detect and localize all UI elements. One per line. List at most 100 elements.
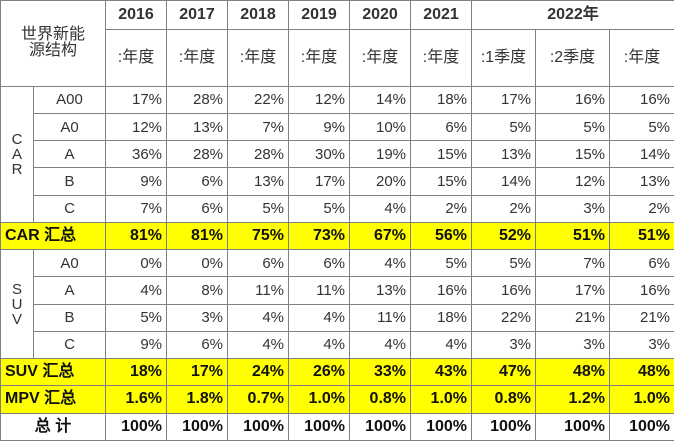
value-cell: 5% xyxy=(410,249,473,278)
value-cell: 17% xyxy=(288,167,351,196)
value-cell: 13% xyxy=(227,167,290,196)
value-cell: 6% xyxy=(288,249,351,278)
value-cell: 21% xyxy=(609,303,674,332)
value-cell: 18% xyxy=(410,85,473,115)
summary-value-cell: 81% xyxy=(105,221,168,251)
value-cell: 6% xyxy=(410,112,473,142)
year-header: 2019 xyxy=(288,0,351,31)
car-segment-row: C 7% 6% 5% 5% 4% 2% 2% 3% 2% xyxy=(1,194,674,223)
row-label: A0 xyxy=(32,249,107,278)
summary-value-cell: 81% xyxy=(166,221,229,251)
summary-value-cell: 73% xyxy=(288,221,351,251)
corner-label-line-1: 世界新能 xyxy=(21,26,86,44)
summary-value-cell: 100% xyxy=(227,412,290,441)
value-cell: 13% xyxy=(609,167,674,196)
value-cell: 3% xyxy=(471,330,537,360)
value-cell: 20% xyxy=(349,167,412,196)
value-cell: 6% xyxy=(166,167,229,196)
value-cell: 4% xyxy=(349,249,412,278)
row-label: C xyxy=(32,194,107,223)
suv-total-row: SUV 汇总 18% 17% 24% 26% 33% 43% 47% 48% 48% xyxy=(0,358,674,387)
value-cell: 9% xyxy=(105,167,168,196)
row-label: A0 xyxy=(32,112,107,142)
group-letter: C xyxy=(11,130,23,148)
summary-value-cell: 51% xyxy=(609,221,674,251)
value-cell: 11% xyxy=(288,276,351,305)
value-cell: 4% xyxy=(227,330,290,360)
value-cell: 4% xyxy=(227,303,290,332)
period-header: :年度 xyxy=(105,29,168,87)
value-cell: 5% xyxy=(471,112,537,142)
summary-value-cell: 0.7% xyxy=(227,385,290,414)
summary-value-cell: 1.0% xyxy=(410,385,473,414)
year-header: 2017 xyxy=(166,0,229,31)
suv-segment-row: C 9% 6% 4% 4% 4% 4% 3% 3% 3% xyxy=(1,330,674,360)
value-cell: 11% xyxy=(349,303,412,332)
grand-total-row: 总 计 100% 100% 100% 100% 100% 100% 100% 100% 100% xyxy=(0,412,674,441)
value-cell: 3% xyxy=(535,330,611,360)
suv-segment-row: A 4% 8% 11% 11% 13% 16% 16% 17% 16% xyxy=(1,276,674,305)
summary-value-cell: 100% xyxy=(166,412,229,441)
summary-value-cell: 47% xyxy=(471,358,537,387)
header-row-periods: :年度 :年度 :年度 :年度 :年度 :年度 :1季度 :2季度 :年度 xyxy=(1,29,674,87)
value-cell: 12% xyxy=(535,167,611,196)
year-header: 2016 xyxy=(105,0,168,31)
value-cell: 15% xyxy=(410,167,473,196)
corner-label-cell: 世界新能 源结构 xyxy=(0,0,107,87)
value-cell: 6% xyxy=(166,330,229,360)
suv-segment-row: B 5% 3% 4% 4% 11% 18% 22% 21% 21% xyxy=(1,303,674,332)
summary-value-cell: 51% xyxy=(535,221,611,251)
summary-value-cell: 43% xyxy=(410,358,473,387)
period-header: :年度 xyxy=(410,29,473,87)
value-cell: 14% xyxy=(609,140,674,169)
group-letter: S xyxy=(11,280,22,298)
value-cell: 3% xyxy=(535,194,611,223)
car-segment-row: A0 12% 13% 7% 9% 10% 6% 5% 5% 5% xyxy=(1,112,674,142)
summary-value-cell: 0.8% xyxy=(349,385,412,414)
summary-value-cell: 100% xyxy=(105,412,168,441)
header-row-years: 世界新能 源结构 2016 2017 2018 2019 2020 2021 2… xyxy=(0,0,674,87)
corner-label-line-2: 源结构 xyxy=(29,42,78,60)
year-header: 2018 xyxy=(227,0,290,31)
value-cell: 15% xyxy=(535,140,611,169)
value-cell: 8% xyxy=(166,276,229,305)
value-cell: 36% xyxy=(105,140,168,169)
value-cell: 16% xyxy=(609,85,674,115)
summary-value-cell: 48% xyxy=(609,358,674,387)
value-cell: 14% xyxy=(471,167,537,196)
value-cell: 21% xyxy=(535,303,611,332)
summary-value-cell: 100% xyxy=(535,412,611,441)
value-cell: 14% xyxy=(349,85,412,115)
value-cell: 5% xyxy=(227,194,290,223)
value-cell: 4% xyxy=(288,303,351,332)
value-cell: 28% xyxy=(166,85,229,115)
summary-label: MPV 汇总 xyxy=(0,385,107,414)
summary-value-cell: 1.0% xyxy=(609,385,674,414)
value-cell: 16% xyxy=(609,276,674,305)
period-header: :年度 xyxy=(166,29,229,87)
value-cell: 28% xyxy=(227,140,290,169)
value-cell: 2% xyxy=(471,194,537,223)
value-cell: 13% xyxy=(349,276,412,305)
summary-value-cell: 56% xyxy=(410,221,473,251)
summary-value-cell: 100% xyxy=(349,412,412,441)
value-cell: 19% xyxy=(349,140,412,169)
period-header: :1季度 xyxy=(471,29,537,87)
group-letter: U xyxy=(11,295,23,313)
value-cell: 17% xyxy=(535,276,611,305)
value-cell: 7% xyxy=(105,194,168,223)
row-label: C xyxy=(32,330,107,360)
car-segment-row: C A R A00 17% 28% 22% 12% 14% 18% 17% 16% 16% xyxy=(0,85,674,223)
value-cell: 12% xyxy=(288,85,351,115)
value-cell: 13% xyxy=(166,112,229,142)
summary-value-cell: 1.6% xyxy=(105,385,168,414)
value-cell: 16% xyxy=(410,276,473,305)
value-cell: 18% xyxy=(410,303,473,332)
value-cell: 6% xyxy=(609,249,674,278)
summary-value-cell: 48% xyxy=(535,358,611,387)
value-cell: 17% xyxy=(471,85,537,115)
summary-value-cell: 1.0% xyxy=(288,385,351,414)
row-label: B xyxy=(32,303,107,332)
